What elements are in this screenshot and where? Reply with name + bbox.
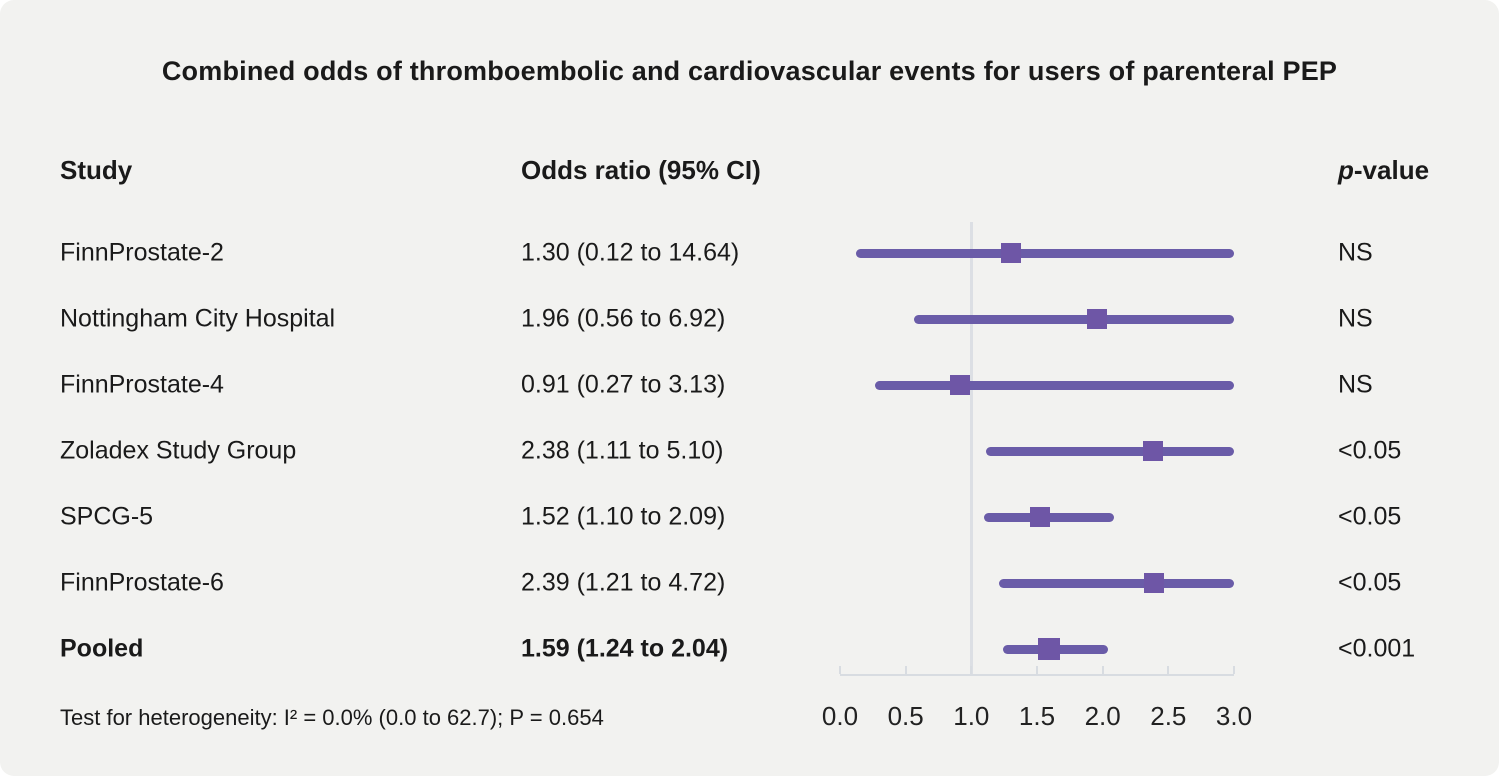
or-marker: [1029, 507, 1050, 527]
p-value: NS: [1338, 238, 1373, 267]
x-axis-tick-label: 1.0: [953, 701, 990, 731]
x-axis-tick-label: 2.0: [1084, 701, 1121, 731]
x-axis-line: [840, 674, 1234, 676]
odds-ratio-value: 1.30 (0.12 to 14.64): [521, 238, 740, 267]
column-header-pvalue: p-value: [1338, 155, 1429, 186]
study-name: FinnProstate-6: [60, 568, 224, 597]
x-axis-tick-label: 0.5: [887, 701, 924, 731]
or-marker: [1000, 243, 1021, 263]
table-row: SPCG-5 1.52 (1.10 to 2.09) <0.05: [0, 484, 1499, 550]
x-axis-tick-label: 0.0: [821, 701, 859, 731]
or-marker: [1037, 638, 1060, 660]
odds-ratio-value: 2.39 (1.21 to 4.72): [521, 568, 726, 597]
or-marker: [1087, 309, 1108, 329]
pvalue-suffix: -value: [1353, 155, 1430, 185]
x-axis-tick: [970, 666, 973, 674]
or-marker: [949, 375, 970, 395]
x-axis-tick-label: 3.0: [1215, 701, 1253, 731]
study-name: FinnProstate-4: [60, 370, 224, 399]
x-axis-tick-label: 1.5: [1018, 701, 1056, 731]
odds-ratio-value: 1.52 (1.10 to 2.09): [521, 502, 726, 531]
x-axis-tick: [1167, 666, 1170, 674]
odds-ratio-value: 1.59 (1.24 to 2.04): [521, 634, 729, 663]
ci-line: [855, 248, 1234, 258]
ci-line: [985, 446, 1234, 456]
p-value: <0.05: [1338, 568, 1402, 597]
column-header-odds-ratio: Odds ratio (95% CI): [521, 155, 761, 185]
x-axis-tick: [904, 666, 907, 674]
p-value: <0.05: [1338, 502, 1402, 531]
x-axis-tick: [1101, 666, 1104, 674]
pvalue-italic-p: p: [1338, 155, 1354, 185]
study-name: FinnProstate-2: [60, 238, 224, 267]
or-marker: [1142, 441, 1163, 461]
ci-line: [913, 314, 1234, 324]
odds-ratio-value: 2.38 (1.11 to 5.10): [521, 436, 724, 465]
or-marker: [1143, 573, 1164, 593]
column-header-study: Study: [60, 155, 133, 185]
p-value: <0.001: [1338, 634, 1416, 663]
reference-line-1: [969, 222, 973, 675]
table-row: Nottingham City Hospital 1.96 (0.56 to 6…: [0, 286, 1499, 352]
p-value: NS: [1338, 304, 1373, 333]
study-name: Pooled: [60, 634, 144, 663]
p-value: NS: [1338, 370, 1373, 399]
figure-title: Combined odds of thromboembolic and card…: [161, 56, 1338, 86]
ci-line: [998, 578, 1234, 588]
table-row: Zoladex Study Group 2.38 (1.11 to 5.10) …: [0, 418, 1499, 484]
table-row: FinnProstate-4 0.91 (0.27 to 3.13) NS: [0, 352, 1499, 418]
odds-ratio-value: 0.91 (0.27 to 3.13): [521, 370, 726, 399]
table-row: FinnProstate-2 1.30 (0.12 to 14.64) NS: [0, 220, 1499, 286]
x-axis-tick: [1036, 666, 1038, 674]
x-axis-tick-label: 2.5: [1150, 701, 1187, 731]
table-row: FinnProstate-6 2.39 (1.21 to 4.72) <0.05: [0, 550, 1499, 616]
study-name: SPCG-5: [60, 502, 154, 531]
ci-line: [875, 380, 1234, 390]
x-axis-tick: [839, 666, 841, 674]
heterogeneity-note: Test for heterogeneity: I² = 0.0% (0.0 t…: [60, 705, 604, 730]
x-axis-tick: [1233, 666, 1235, 674]
study-name: Zoladex Study Group: [60, 436, 297, 465]
study-name: Nottingham City Hospital: [60, 304, 336, 333]
p-value: <0.05: [1338, 436, 1402, 465]
odds-ratio-value: 1.96 (0.56 to 6.92): [521, 304, 726, 333]
table-row: Pooled 1.59 (1.24 to 2.04) <0.001: [0, 616, 1499, 682]
